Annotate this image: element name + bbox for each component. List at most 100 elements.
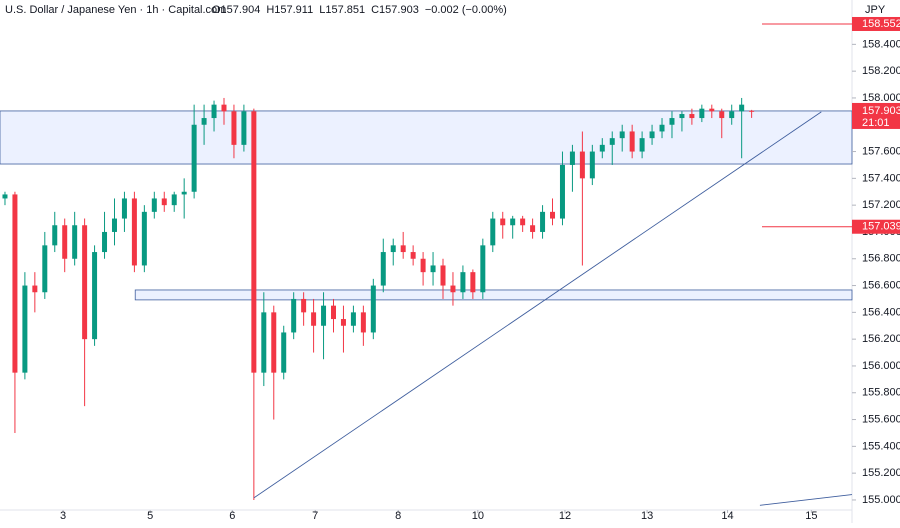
quote-value: O157.904 [212,4,260,16]
y-tick-label: 155.200 [862,467,900,479]
y-tick-label: 156.000 [862,360,900,372]
x-tick-label: 7 [312,510,318,522]
candle-body [82,225,88,340]
candle-body [599,144,605,152]
candle-body [540,211,546,232]
candle-body [579,151,585,179]
candle-body [609,138,615,145]
level-label: 157.039 [862,221,900,233]
candle-body [410,252,416,259]
candle-body [460,272,466,293]
y-tick-label: 155.400 [862,440,900,452]
candle-body [181,191,187,195]
candle-body [102,231,108,253]
candle-body [350,312,356,326]
candle-body [749,110,755,112]
candle-body [151,198,157,212]
candle-body [12,194,18,373]
candle-body [679,114,685,119]
candle-body [251,111,257,373]
candle-body [530,225,536,232]
candle-body [161,198,167,206]
x-tick-label: 12 [559,510,571,522]
quote: O157.904 H157.911 L157.851 C157.903 −0.002 (… [212,4,507,16]
candle-body [281,332,287,373]
candle-body [92,252,98,340]
candle-body [171,194,177,206]
quote-value: L157.851 [319,4,365,16]
candle-body [659,124,665,132]
candle-body [619,131,625,139]
candle-body [400,245,406,253]
y-tick-label: 158.000 [862,92,900,104]
candle-body [311,312,317,326]
candle-body [510,218,516,226]
candle-body [629,131,635,152]
candle-body [191,124,197,192]
candle-body [42,245,48,293]
candle-body [22,285,28,373]
candle-body [261,312,267,373]
y-tick-label: 155.600 [862,413,900,425]
candle-body [639,138,645,152]
candle-body [470,272,476,293]
y-tick-label: 155.800 [862,387,900,399]
candle-body [211,104,217,119]
candle-body [32,285,38,293]
candle-body [739,104,745,112]
candle-body [330,305,336,320]
x-tick-label: 13 [641,510,653,522]
candle-body [569,151,575,165]
x-tick-label: 5 [147,510,153,522]
trendline [759,494,853,506]
zone [0,110,853,165]
candle-body [699,108,705,119]
candle-body [649,131,655,139]
candle-body [380,252,386,286]
zone [134,289,853,301]
candle-body [390,245,396,253]
candle-body [520,218,526,226]
candle-body [72,225,78,259]
x-tick-label: 8 [395,510,401,522]
candle-body [559,164,565,219]
candle-body [111,218,117,232]
x-tick-label: 10 [472,510,484,522]
y-tick-label: 156.600 [862,279,900,291]
level-label: 158.552 [862,18,900,30]
candle-body [141,211,147,266]
last-price-label: 157.903 [862,105,900,117]
countdown: 21:01 [862,117,890,129]
candle-body [709,108,715,112]
candle-body [689,114,695,119]
x-tick-label: 15 [805,510,817,522]
candle-body [589,151,595,179]
candle-body [370,285,376,333]
quote-value: C157.903 [371,4,419,16]
candle-body [221,104,227,112]
candle-body [121,198,127,219]
candle-body [131,198,137,266]
candle-body [719,111,725,119]
candle-body [62,225,68,259]
candle-body [550,211,556,219]
candle-body [729,111,735,119]
y-tick-label: 155.000 [862,494,900,506]
quote-value: −0.002 (−0.00%) [425,4,507,16]
y-tick-label: 157.600 [862,145,900,157]
y-tick-label: 158.400 [862,38,900,50]
level-label-box [852,16,900,31]
y-tick-label: 156.800 [862,253,900,265]
quote-value: H157.911 [266,4,313,16]
x-tick-label: 14 [721,510,733,522]
candle-body [2,194,8,199]
candle-body [301,298,307,313]
y-tick-label: 157.200 [862,199,900,211]
candle-body [500,218,506,226]
instrument: U.S. Dollar / Japanese Yen · 1h · Capita… [5,4,226,16]
candle-body [321,305,327,326]
y-tick-label: 158.200 [862,65,900,77]
candle-body [420,258,426,273]
candle-body [340,319,346,326]
